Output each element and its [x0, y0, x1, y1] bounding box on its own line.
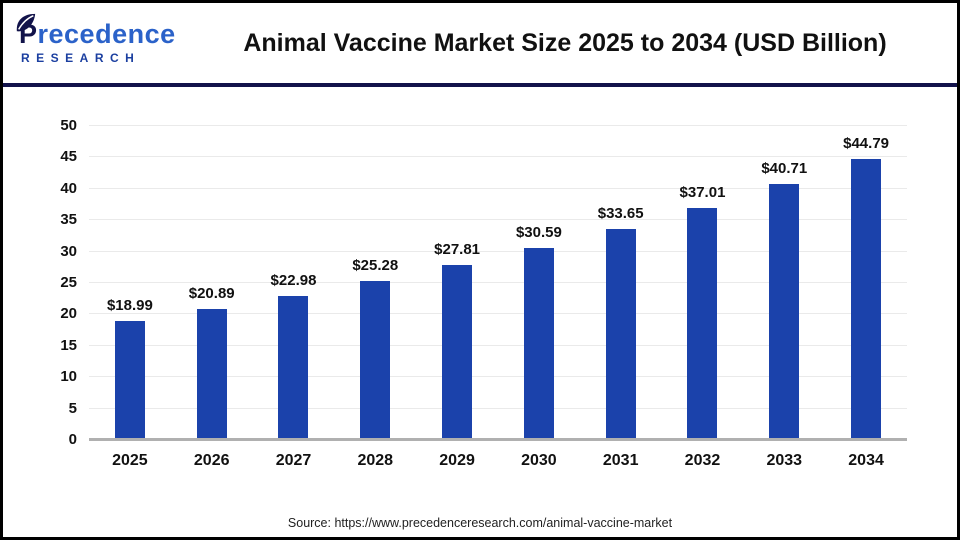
bar-group: $33.65: [580, 86, 662, 440]
x-axis-label: 2029: [439, 452, 475, 469]
bar-value-label: $40.71: [761, 160, 808, 178]
gridline: [89, 250, 907, 252]
bar-series: $18.99 $20.89 $22.98 $25.28 $27.81 $30.59 $33.…: [89, 86, 907, 440]
logo-rest: recedence: [37, 19, 176, 49]
brand-logo: Precedence RESEARCH: [3, 13, 193, 65]
y-tick-label: 10: [60, 368, 77, 386]
bar-group: $20.89: [171, 86, 253, 440]
y-tick-label: 20: [60, 305, 77, 323]
gridline: [89, 282, 907, 283]
gridline: [89, 187, 907, 189]
bar: [769, 184, 800, 440]
y-tick-label: 35: [60, 211, 77, 229]
x-axis-label: 2028: [357, 452, 394, 469]
x-axis-label: 2032: [684, 452, 721, 469]
bar-group: $37.01: [662, 86, 744, 440]
y-tick-label: 30: [60, 242, 77, 260]
bar: [278, 295, 309, 440]
bar-value-label: $22.98: [270, 271, 317, 289]
gridline: [89, 125, 907, 126]
bar-value-label: $30.59: [515, 223, 562, 241]
bar: [851, 158, 882, 440]
x-axis-label: 2025: [112, 452, 148, 469]
gridline: [89, 376, 907, 378]
x-axis-label: 2034: [848, 452, 884, 469]
y-axis: 0 5 10 15 20 25 30 35 40 45 50: [3, 117, 77, 448]
x-axis-label: 2031: [602, 452, 639, 469]
header: Precedence RESEARCH Animal Vaccine Marke…: [3, 3, 957, 83]
bar-group: $27.81: [416, 86, 498, 440]
bar-value-label: $18.99: [106, 296, 153, 314]
bar: [442, 265, 473, 440]
bar-group: $18.99: [89, 86, 171, 440]
bar-value-label: $33.65: [597, 204, 644, 222]
x-axis-label: 2026: [193, 452, 230, 469]
y-tick-label: 25: [60, 274, 77, 291]
bar-value-label: $37.01: [679, 183, 726, 201]
bar: [114, 320, 145, 440]
bar-group: $30.59: [498, 86, 580, 440]
gridline: [89, 313, 907, 315]
page-title: Animal Vaccine Market Size 2025 to 2034 …: [243, 28, 887, 57]
bar: [687, 207, 718, 440]
bar: [360, 281, 391, 440]
x-axis-label: 2027: [275, 452, 312, 469]
gridline: [89, 407, 907, 409]
y-tick-label: 15: [60, 336, 77, 354]
bar-group: $25.28: [334, 86, 416, 440]
bar-group: $40.71: [743, 86, 825, 440]
bar: [196, 308, 227, 440]
header-separator: [3, 83, 957, 87]
y-tick-label: 40: [60, 179, 77, 197]
gridline: [89, 219, 907, 221]
bar-chart-plot-area: $18.99 $20.89 $22.98 $25.28 $27.81 $30.59 $33.…: [89, 125, 907, 441]
leaf-icon: [16, 13, 36, 32]
x-axis-label: 2030: [521, 452, 557, 469]
bar-value-label: $27.81: [434, 241, 481, 259]
bar-value-label: $20.89: [188, 284, 235, 302]
y-tick-label: 0: [68, 431, 77, 448]
bar-value-label: $44.79: [843, 134, 890, 152]
y-tick-label: 5: [68, 399, 77, 417]
bar-value-label: $25.28: [352, 257, 399, 275]
bar: [523, 247, 554, 440]
bar-group: $22.98: [253, 86, 335, 440]
gridline: [89, 156, 907, 158]
y-tick-label: 50: [60, 117, 77, 134]
x-axis-labels: 2025 2026 2027 2028 2029 2030 2031 2032 2033 2034: [89, 452, 907, 470]
x-axis-baseline: [89, 438, 907, 441]
source-text: Source: https://www.precedenceresearch.c…: [287, 516, 673, 530]
logo-wordmark: Precedence: [19, 21, 193, 48]
logo-subtitle: RESEARCH: [21, 51, 141, 65]
y-tick-label: 45: [60, 148, 77, 166]
x-axis-label: 2033: [766, 452, 803, 469]
gridline: [89, 344, 907, 346]
bar: [605, 228, 636, 440]
bar-group: $44.79: [825, 86, 907, 440]
